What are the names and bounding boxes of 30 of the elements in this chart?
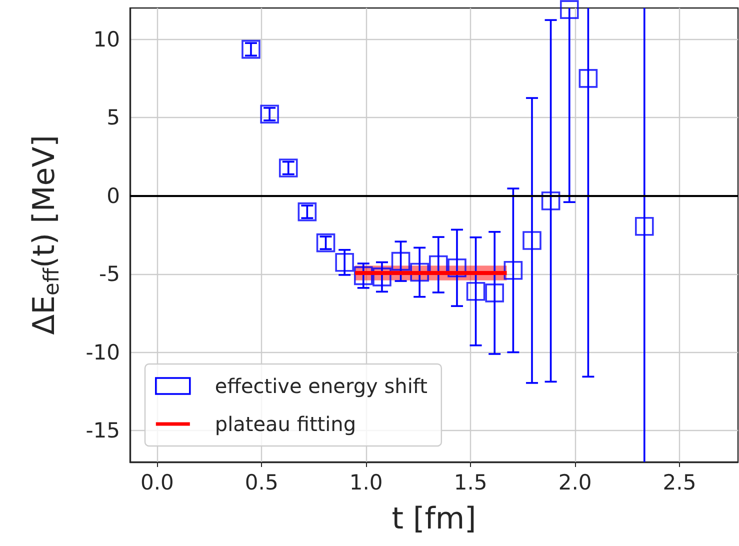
point [485, 284, 504, 302]
point [335, 252, 354, 272]
y-tick-label: -15 [86, 418, 120, 443]
y-tick-label: -10 [86, 340, 120, 364]
point [466, 282, 486, 301]
x-tick-label: 1.5 [454, 470, 488, 494]
point [578, 69, 598, 88]
y-tick-label: 5 [106, 106, 120, 130]
point [372, 268, 392, 286]
x-axis-title: t [fm] [392, 502, 476, 536]
point [354, 266, 373, 286]
point [560, 0, 579, 19]
y-tick-label: 0 [106, 184, 120, 208]
point [391, 252, 410, 271]
point [634, 216, 654, 236]
point [522, 231, 542, 250]
legend-label: effective energy shift [214, 374, 428, 398]
point [448, 258, 466, 278]
x-tick-label: 2.5 [662, 470, 696, 494]
point [410, 262, 429, 282]
point [541, 191, 560, 210]
y-tick-label: -5 [99, 262, 120, 286]
legend-label: plateau fitting [214, 412, 356, 436]
x-tick-label: 2.0 [558, 470, 592, 494]
x-tick-label: 0.5 [244, 470, 278, 494]
y-tick-label: 10 [93, 27, 120, 52]
y-axis-title: ΔEeff(t) [MeV] [27, 135, 64, 335]
x-tick-label: 1.0 [349, 470, 383, 494]
point [504, 260, 523, 280]
x-tick-label: 0.0 [140, 470, 174, 494]
